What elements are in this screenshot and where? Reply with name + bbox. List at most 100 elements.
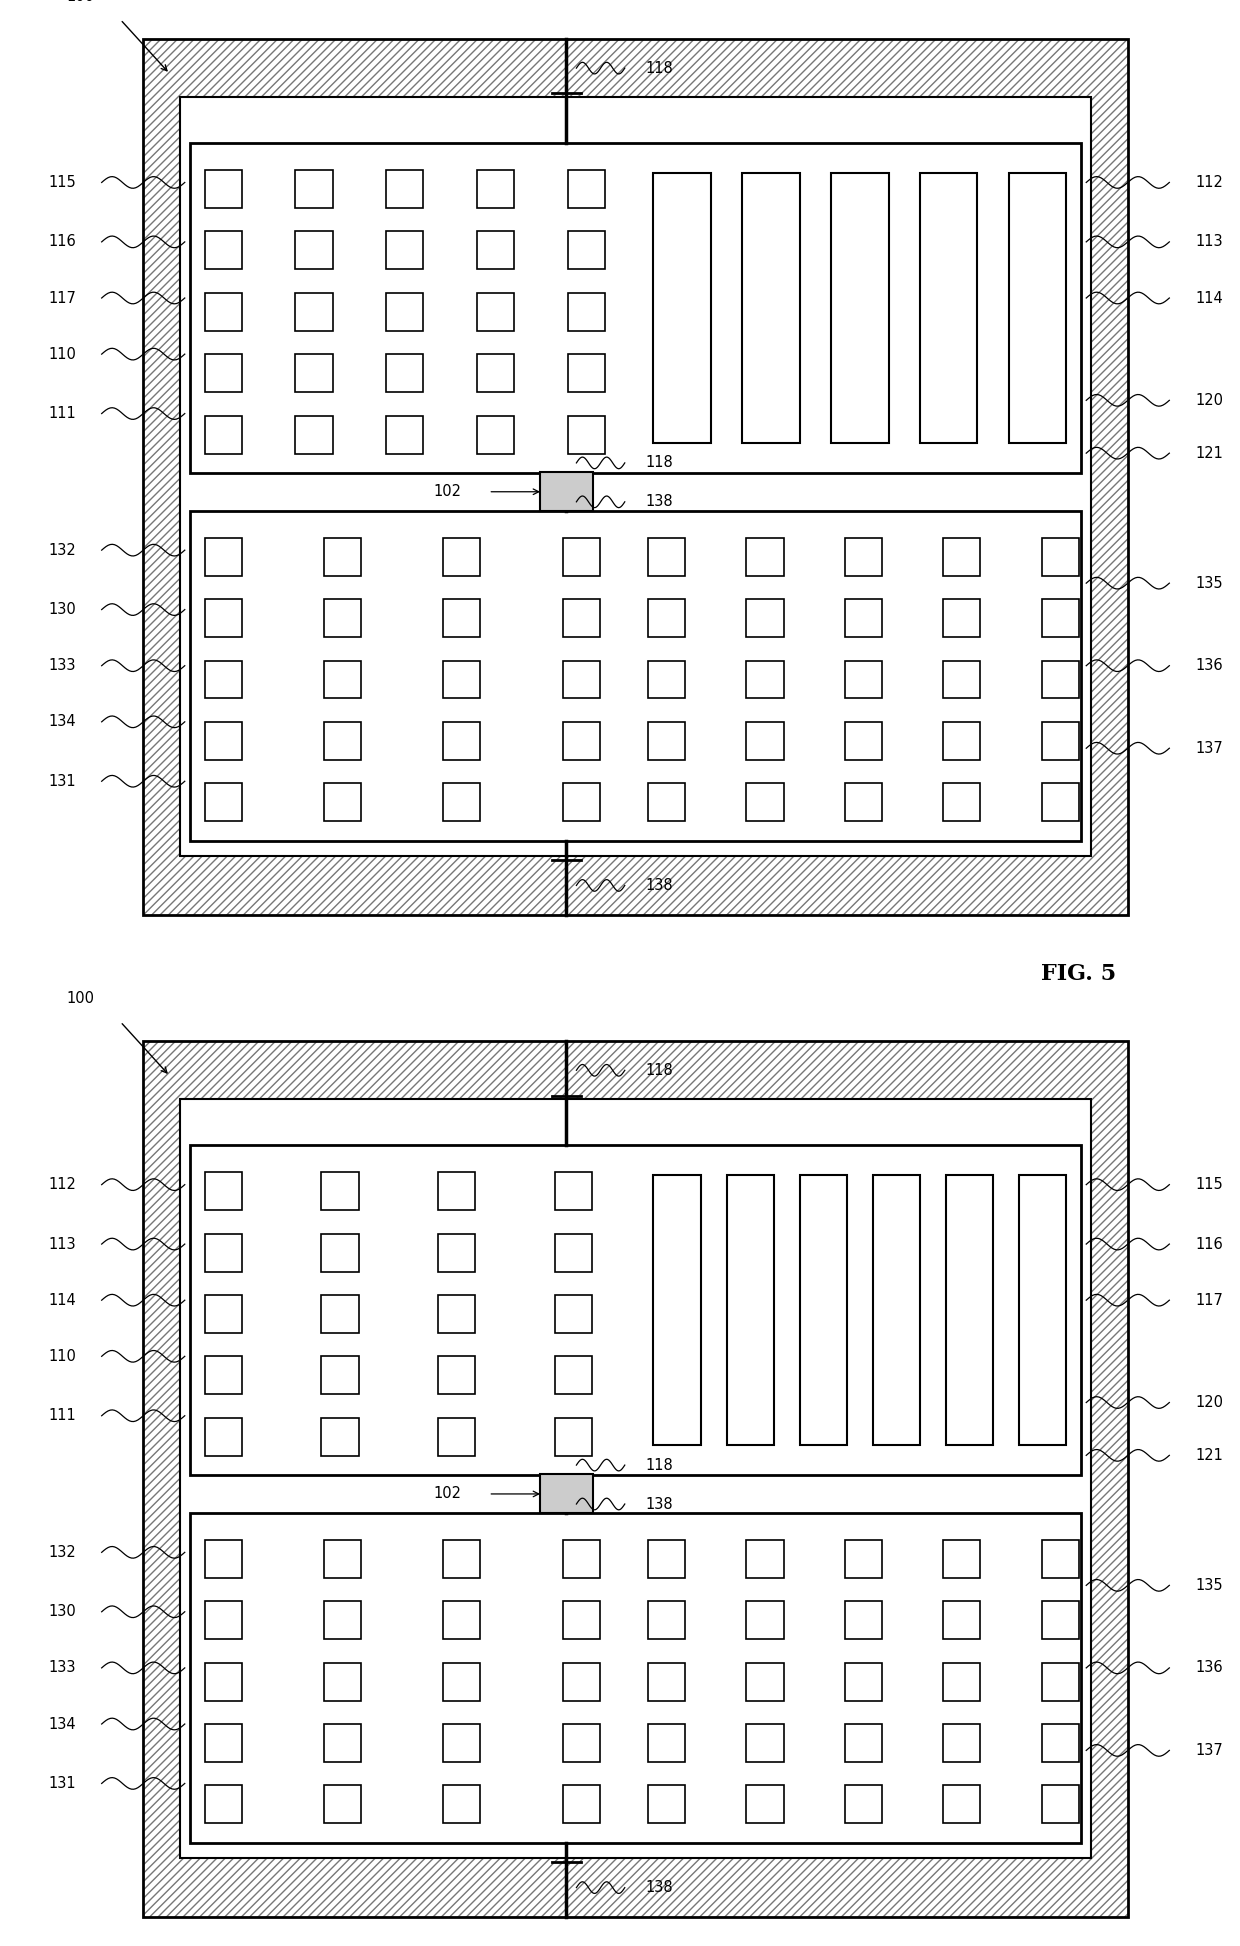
Bar xyxy=(1042,1662,1079,1701)
Bar xyxy=(800,1175,847,1446)
Bar xyxy=(321,1356,358,1395)
Bar xyxy=(568,292,605,331)
Text: 112: 112 xyxy=(48,1177,76,1193)
Bar xyxy=(563,660,600,699)
Text: 113: 113 xyxy=(48,1236,76,1251)
Text: 138: 138 xyxy=(646,1880,673,1895)
Text: 112: 112 xyxy=(1195,175,1223,191)
Bar xyxy=(324,1602,361,1639)
Text: 132: 132 xyxy=(48,1545,76,1561)
Bar xyxy=(295,232,332,269)
Bar xyxy=(563,599,600,636)
Bar xyxy=(205,660,242,699)
Bar xyxy=(563,722,600,759)
Text: 135: 135 xyxy=(1195,1578,1223,1594)
Bar xyxy=(1042,660,1079,699)
Bar xyxy=(324,537,361,576)
Bar xyxy=(190,1144,1081,1475)
Text: 100: 100 xyxy=(67,991,94,1006)
Text: 131: 131 xyxy=(48,1777,76,1790)
Text: 133: 133 xyxy=(48,1660,76,1676)
Bar xyxy=(438,1234,475,1271)
Bar xyxy=(205,537,242,576)
Bar xyxy=(844,599,882,636)
Bar xyxy=(944,599,981,636)
Text: 118: 118 xyxy=(646,455,673,471)
Bar xyxy=(944,1662,981,1701)
Bar xyxy=(844,537,882,576)
Bar xyxy=(649,1602,686,1639)
Text: 116: 116 xyxy=(1195,1236,1223,1251)
Bar xyxy=(143,97,180,856)
Bar xyxy=(944,1602,981,1639)
Text: 130: 130 xyxy=(48,1604,76,1619)
Text: 135: 135 xyxy=(1195,576,1223,592)
Bar xyxy=(321,1419,358,1456)
Bar xyxy=(324,722,361,759)
Bar xyxy=(554,1294,591,1333)
Bar xyxy=(563,1539,600,1578)
Bar xyxy=(649,722,686,759)
Bar xyxy=(295,169,332,208)
Bar xyxy=(295,292,332,331)
Bar xyxy=(205,1724,242,1761)
Bar xyxy=(727,1175,774,1446)
Bar xyxy=(477,292,515,331)
Bar xyxy=(1019,1175,1066,1446)
Bar xyxy=(844,1539,882,1578)
Bar xyxy=(205,169,242,208)
Bar xyxy=(746,537,784,576)
Bar xyxy=(746,722,784,759)
Bar xyxy=(944,1724,981,1761)
Bar xyxy=(143,1099,180,1858)
Bar xyxy=(477,169,515,208)
Bar xyxy=(205,354,242,393)
Text: FIG. 5: FIG. 5 xyxy=(1040,963,1116,985)
Bar xyxy=(844,660,882,699)
Bar xyxy=(1042,722,1079,759)
Bar xyxy=(746,599,784,636)
Bar xyxy=(746,782,784,821)
Bar xyxy=(143,39,1128,915)
Bar xyxy=(205,416,242,453)
Bar xyxy=(1042,1784,1079,1823)
Bar xyxy=(563,1602,600,1639)
Bar xyxy=(563,1662,600,1701)
Bar xyxy=(944,1539,981,1578)
Bar xyxy=(443,1602,480,1639)
Bar xyxy=(844,782,882,821)
Bar xyxy=(554,1356,591,1395)
Bar xyxy=(568,416,605,453)
Bar xyxy=(746,1662,784,1701)
Bar xyxy=(653,173,711,444)
Bar xyxy=(205,1356,242,1395)
Bar xyxy=(563,1784,600,1823)
Bar xyxy=(944,782,981,821)
Bar xyxy=(205,1419,242,1456)
Bar xyxy=(844,1784,882,1823)
Bar xyxy=(1042,1539,1079,1578)
Text: 113: 113 xyxy=(1195,234,1223,249)
Bar xyxy=(190,1512,1081,1843)
Bar xyxy=(1042,1602,1079,1639)
Bar xyxy=(1042,537,1079,576)
Bar xyxy=(1042,599,1079,636)
Text: 117: 117 xyxy=(48,290,76,306)
Bar xyxy=(443,599,480,636)
Text: 134: 134 xyxy=(48,1716,76,1732)
Bar xyxy=(563,537,600,576)
Text: 138: 138 xyxy=(646,1496,673,1512)
Bar xyxy=(324,1539,361,1578)
Text: 137: 137 xyxy=(1195,1744,1223,1757)
Text: 116: 116 xyxy=(48,234,76,249)
Bar xyxy=(386,232,423,269)
Text: 115: 115 xyxy=(1195,1177,1223,1193)
Bar xyxy=(946,1175,993,1446)
Bar xyxy=(920,173,977,444)
Bar xyxy=(554,1234,591,1271)
Bar xyxy=(205,782,242,821)
Bar xyxy=(568,232,605,269)
Bar xyxy=(438,1294,475,1333)
Text: 121: 121 xyxy=(1195,446,1223,461)
Bar xyxy=(649,1539,686,1578)
